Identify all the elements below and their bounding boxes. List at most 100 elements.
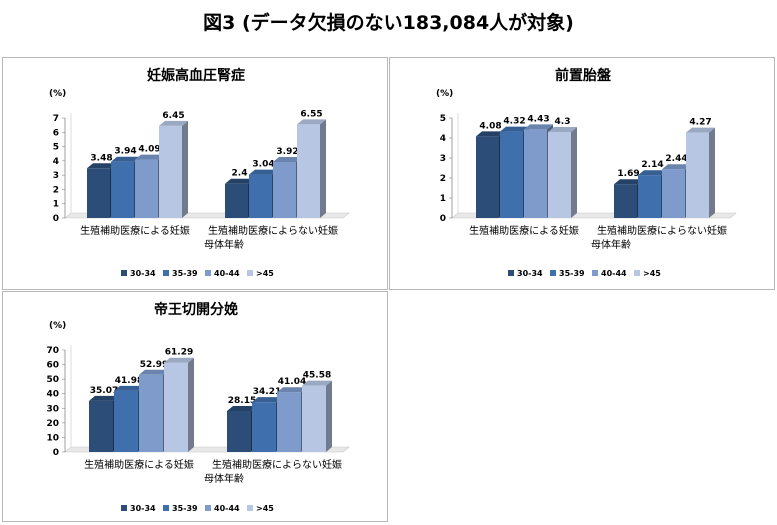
bar [500, 131, 523, 218]
chart-panel-cesarean: 帝王切開分娩 (%) 0 10 20 30 40 50 60 70 35.07 41.98 52.99 6… [2, 291, 388, 522]
legend-label: 40-44 [214, 269, 240, 278]
y-tick-label: 40 [46, 390, 59, 400]
data-label: 34.21 [253, 387, 281, 397]
legend-swatch [163, 505, 169, 511]
data-label: 41.98 [115, 376, 143, 386]
bar-top [114, 385, 144, 391]
bar-side [709, 127, 715, 218]
data-label: 3.04 [252, 160, 274, 170]
bar-top [614, 179, 643, 185]
bar-top [548, 127, 577, 132]
bar-side [326, 380, 332, 452]
data-label: 4.08 [479, 121, 501, 131]
data-label: 3.48 [90, 153, 112, 163]
y-tick-label: 2 [440, 174, 446, 184]
legend-swatch [121, 505, 127, 511]
chart-title: 妊娠高血圧腎症 [147, 67, 245, 84]
chart-panel-placenta-previa: 前置胎盤 (%) 0 1 2 3 4 5 4.08 4.32 4.43 4.3 生殖補助医療による妊娠 1… [389, 57, 775, 290]
y-tick-label: 2 [53, 185, 59, 195]
bar [111, 161, 134, 218]
legend-swatch [163, 270, 169, 276]
x-category-label: 生殖補助医療によらない妊娠 [597, 224, 727, 237]
bar-top [686, 127, 715, 133]
y-tick-label: 7 [53, 114, 59, 124]
data-label: 2.44 [665, 154, 687, 164]
x-category-label: 生殖補助医療による妊娠 [84, 458, 194, 471]
bar-top [225, 178, 254, 184]
y-unit-label: (%) [49, 89, 66, 99]
legend-label: >45 [256, 269, 274, 278]
bar [277, 392, 301, 452]
data-label: 45.58 [303, 371, 331, 381]
bar-top [500, 126, 529, 132]
legend-swatch [121, 270, 127, 276]
data-label: 3.94 [114, 147, 136, 157]
legend-label: 30-34 [130, 504, 156, 513]
legend-label: 40-44 [214, 504, 240, 513]
legend-swatch [247, 505, 253, 511]
bar-top [87, 163, 116, 169]
legend-label: 30-34 [517, 269, 543, 278]
data-label: 28.15 [228, 396, 256, 406]
bar-top [135, 154, 164, 160]
y-tick-label: 0 [440, 214, 446, 224]
bar-top [524, 124, 553, 130]
x-category-label: 生殖補助医療によらない妊娠 [208, 224, 338, 237]
bar-top [297, 119, 326, 125]
bar [139, 374, 163, 452]
bar-top [252, 397, 282, 403]
data-label: 4.3 [555, 117, 571, 127]
bar [524, 129, 547, 218]
data-label: 6.45 [162, 111, 184, 121]
bar-top [277, 387, 307, 393]
bar [164, 362, 188, 452]
legend-label: >45 [643, 269, 661, 278]
bar [159, 125, 182, 218]
chart-panel-hypertension: 妊娠高血圧腎症 (%) 0 1 2 3 4 5 6 7 3.48 3.94 4.09 6.45 生殖補助医療… [2, 57, 388, 290]
data-label: 4.43 [527, 114, 549, 124]
bar [249, 174, 272, 218]
x-axis-title: 母体年齢 [204, 472, 244, 485]
bar [614, 184, 637, 218]
bar [89, 400, 113, 452]
y-tick-label: 60 [46, 361, 59, 371]
y-tick-label: 5 [53, 143, 59, 153]
y-tick-label: 20 [46, 419, 59, 429]
bar [135, 159, 158, 218]
y-unit-label: (%) [49, 321, 66, 331]
bar-top [227, 405, 257, 411]
data-label: 52.99 [140, 360, 168, 370]
bar-side [182, 120, 188, 218]
y-unit-label: (%) [436, 89, 453, 99]
data-label: 41.04 [278, 377, 306, 387]
bar-side [571, 127, 577, 218]
bar-top [139, 369, 169, 375]
bar-top [273, 157, 302, 162]
chart-title: 帝王切開分娩 [154, 301, 238, 318]
legend-swatch [592, 270, 598, 276]
y-tick-label: 30 [46, 404, 59, 414]
bar-top [89, 395, 119, 401]
chart-title: 前置胎盤 [555, 67, 612, 84]
bar-top [249, 169, 278, 175]
chart-placenta-previa: 前置胎盤 (%) 0 1 2 3 4 5 4.08 4.32 4.43 4.3 生殖補助医療による妊娠 1… [436, 67, 737, 278]
data-label: 2.14 [641, 160, 663, 170]
y-tick-label: 50 [46, 375, 59, 385]
data-label: 4.32 [503, 117, 525, 127]
bar-top [476, 131, 505, 137]
legend-label: 35-39 [172, 504, 198, 513]
legend-swatch [205, 505, 211, 511]
y-tick-label: 4 [53, 157, 59, 167]
data-label: 6.55 [300, 109, 322, 119]
bar [548, 132, 571, 218]
chart-hypertension: 妊娠高血圧腎症 (%) 0 1 2 3 4 5 6 7 3.483.94 4.09 6.45 生殖補助医療… [49, 67, 350, 278]
y-tick-label: 3 [440, 154, 446, 164]
data-label: 35.07 [90, 386, 118, 396]
legend-swatch [508, 270, 514, 276]
bar [302, 385, 326, 452]
y-tick-label: 0 [53, 448, 59, 458]
x-category-label: 生殖補助医療による妊娠 [469, 224, 579, 237]
legend-label: 35-39 [172, 269, 198, 278]
legend-swatch [550, 270, 556, 276]
